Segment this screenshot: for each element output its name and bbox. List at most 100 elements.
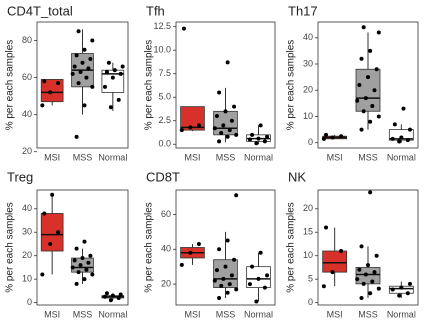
- data-point: [214, 268, 219, 273]
- y-tick-label: 7.5: [158, 68, 171, 78]
- data-point: [88, 253, 93, 258]
- box: [40, 213, 64, 252]
- data-point: [76, 270, 81, 275]
- data-point: [372, 270, 377, 275]
- x-tick-label: Normal: [98, 152, 127, 162]
- x-tick-label: MSS: [216, 152, 236, 162]
- data-point: [405, 138, 410, 143]
- data-point: [90, 272, 95, 277]
- data-point: [330, 270, 335, 275]
- data-point: [181, 26, 186, 31]
- data-point: [368, 291, 373, 296]
- data-point: [212, 278, 217, 283]
- data-point: [80, 256, 85, 261]
- y-tick-label: 20: [22, 146, 32, 156]
- panel-title: Treg: [7, 169, 33, 184]
- data-point: [188, 250, 193, 255]
- data-point: [363, 272, 368, 277]
- data-point: [324, 225, 329, 230]
- y-tick-label: 80: [22, 35, 32, 45]
- data-point: [247, 282, 252, 287]
- data-point: [258, 123, 263, 128]
- data-point: [196, 123, 201, 128]
- data-point: [80, 60, 85, 65]
- y-tick-label: 60: [22, 72, 32, 82]
- x-tick-label: MSS: [358, 309, 378, 319]
- data-point: [401, 106, 406, 111]
- data-point: [366, 75, 370, 80]
- data-point: [254, 141, 259, 146]
- data-point: [407, 127, 412, 132]
- data-point: [407, 281, 412, 286]
- plot-frame: [317, 21, 419, 149]
- data-point: [110, 75, 115, 80]
- data-point: [225, 134, 230, 139]
- data-point: [221, 123, 226, 128]
- data-point: [112, 68, 117, 73]
- x-tick-label: MSS: [358, 152, 378, 162]
- x-tick-label: MSI: [327, 152, 343, 162]
- data-point: [234, 132, 239, 137]
- data-point: [229, 273, 234, 278]
- y-tick-label: 60: [161, 209, 171, 219]
- data-point: [225, 60, 230, 65]
- data-point: [86, 66, 91, 71]
- data-point: [50, 192, 55, 197]
- data-point: [232, 257, 237, 262]
- plot-frame: [36, 189, 129, 306]
- y-tick-label: 20: [303, 85, 313, 95]
- data-point: [72, 64, 77, 69]
- data-point: [370, 279, 375, 284]
- data-point: [390, 287, 395, 292]
- data-point: [120, 64, 125, 69]
- y-tick-label: 15: [303, 227, 313, 237]
- data-point: [74, 53, 79, 58]
- y-tick-label: 10: [303, 250, 313, 260]
- data-point: [82, 239, 87, 244]
- data-point: [376, 286, 381, 291]
- data-point: [78, 70, 83, 75]
- data-point: [212, 126, 217, 131]
- x-tick-label: MSS: [73, 309, 93, 319]
- data-point: [110, 293, 115, 298]
- y-tick-label: 2.5: [158, 115, 171, 125]
- x-tick-label: Normal: [387, 152, 416, 162]
- data-point: [397, 139, 402, 144]
- data-point: [104, 70, 109, 75]
- x-tick-label: MSI: [184, 152, 200, 162]
- y-tick-label: 40: [22, 203, 32, 213]
- data-point: [217, 247, 222, 252]
- plot-frame: [175, 189, 276, 306]
- data-point: [40, 272, 45, 277]
- x-tick-label: MSS: [73, 152, 93, 162]
- y-tick-label: 20: [303, 203, 313, 213]
- data-point: [219, 130, 224, 135]
- data-point: [361, 25, 366, 30]
- data-point: [376, 114, 381, 119]
- data-point: [339, 249, 344, 254]
- data-point: [82, 47, 87, 52]
- data-point: [104, 291, 109, 296]
- data-point: [392, 122, 397, 127]
- y-axis-label: % per each samples: [286, 202, 297, 293]
- data-point: [254, 299, 259, 304]
- data-point: [74, 246, 79, 251]
- data-point: [361, 109, 366, 114]
- y-tick-label: 30: [22, 227, 32, 237]
- x-tick-label: MSI: [44, 309, 60, 319]
- data-point: [219, 283, 224, 288]
- data-point: [48, 90, 53, 95]
- y-tick-label: 5: [308, 274, 313, 284]
- data-point: [234, 193, 239, 198]
- data-point: [116, 97, 121, 102]
- data-point: [223, 109, 228, 114]
- data-point: [70, 265, 75, 270]
- data-point: [56, 230, 61, 235]
- data-point: [225, 290, 230, 295]
- x-tick-label: Normal: [98, 309, 127, 319]
- data-point: [78, 263, 83, 268]
- box: [322, 250, 348, 273]
- x-tick-label: Normal: [387, 309, 416, 319]
- data-point: [357, 83, 362, 87]
